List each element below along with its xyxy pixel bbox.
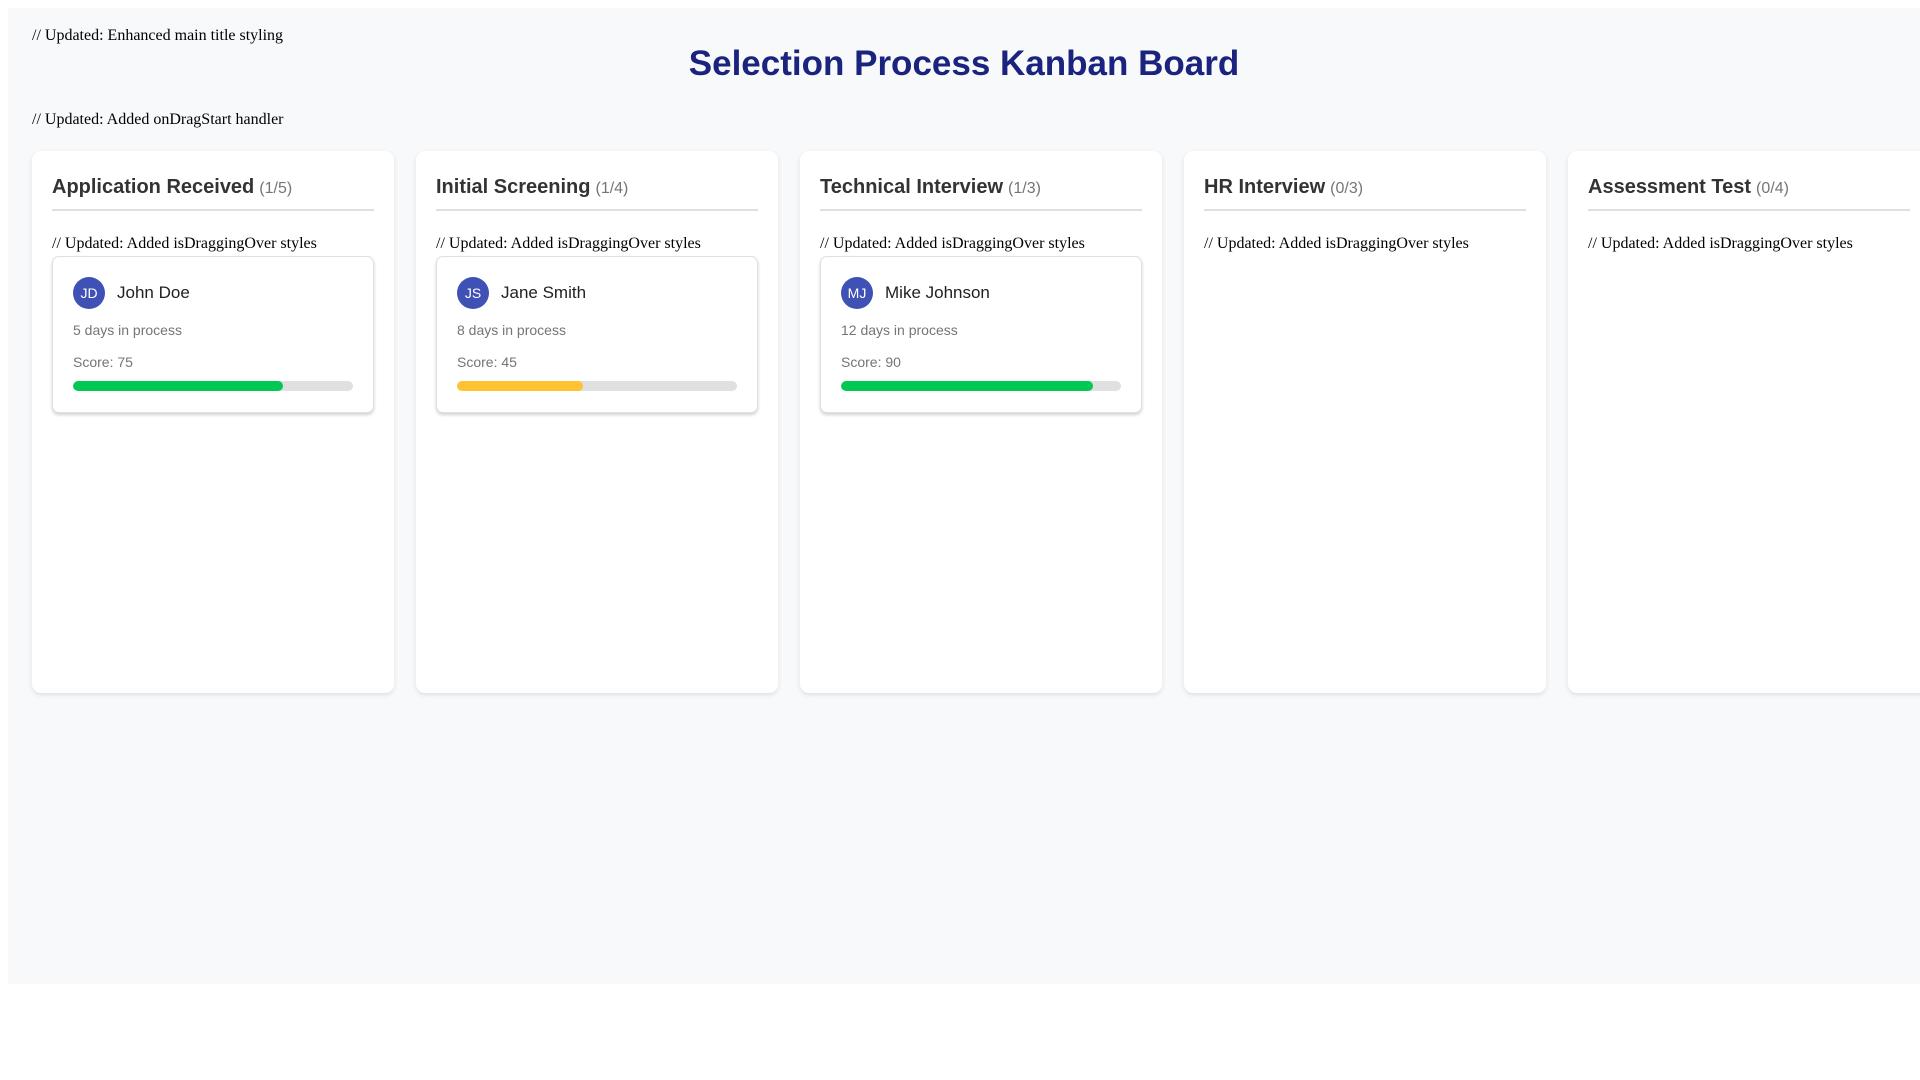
column-title: Technical Interview [820,176,1004,198]
column-title: HR Interview [1204,176,1326,198]
column-assessment-test[interactable]: Assessment Test (0/4) // Updated: Added i… [1568,151,1920,693]
candidate-card-mike-johnson[interactable]: MJ Mike Johnson 12 days in process Score… [820,256,1142,413]
candidate-name: Jane Smith [501,283,587,302]
column-hr-interview[interactable]: HR Interview (0/3) // Updated: Added isDr… [1184,151,1546,693]
page-title: Selection Process Kanban Board [688,44,1240,83]
dragging-over-comment: // Updated: Added isDraggingOver styles [1588,235,1853,252]
days-in-process: 5 days in process [73,322,182,338]
score-label: Score: 90 [841,354,901,370]
column-title: Initial Screening [436,176,591,198]
dragging-over-comment: // Updated: Added isDraggingOver styles [1204,235,1469,252]
column-application-received[interactable]: Application Received (1/5) // Updated: Ad… [32,151,394,693]
column-header: HR Interview (0/3) [1204,176,1526,211]
score-label: Score: 75 [73,354,133,370]
dragging-over-comment: // Updated: Added isDraggingOver styles [52,235,317,252]
score-progress-fill [73,381,283,391]
dragging-over-comment: // Updated: Added isDraggingOver styles [436,235,701,252]
kanban-board: Application Received (1/5) // Updated: Ad… [32,151,1920,695]
score-progress-bar [841,381,1121,391]
drag-start-comment: // Updated: Added onDragStart handler [32,111,284,128]
score-progress-bar [457,381,737,391]
title-comment: // Updated: Enhanced main title styling [32,27,284,44]
score-progress-fill [841,381,1093,391]
days-in-process: 12 days in process [841,322,958,338]
column-initial-screening[interactable]: Initial Screening (1/4) // Updated: Added… [416,151,778,693]
column-header: Application Received (1/5) [52,176,374,211]
column-count: (0/4) [1756,180,1789,197]
days-in-process: 8 days in process [457,322,566,338]
candidate-name: John Doe [117,283,190,302]
avatar: MJ [841,277,873,309]
avatar: JS [457,277,489,309]
score-progress-fill [457,381,583,391]
score-progress-bar [73,381,353,391]
column-title: Application Received [52,176,255,198]
column-count: (1/5) [259,180,293,197]
candidate-card-jane-smith[interactable]: JS Jane Smith 8 days in process Score: 4… [436,256,758,413]
column-count: (1/3) [1008,180,1041,197]
column-header: Assessment Test (0/4) [1588,176,1910,211]
column-count: (1/4) [595,180,629,197]
kanban-page: // Updated: Enhanced main title styling … [8,8,1920,984]
column-count: (0/3) [1330,180,1364,197]
column-technical-interview[interactable]: Technical Interview (1/3) // Updated: Add… [800,151,1162,693]
dragging-over-comment: // Updated: Added isDraggingOver styles [820,235,1085,252]
candidate-name: Mike Johnson [885,283,990,302]
column-title: Assessment Test [1588,176,1752,198]
avatar: JD [73,277,105,309]
score-label: Score: 45 [457,354,517,370]
column-header: Initial Screening (1/4) [436,176,758,211]
column-header: Technical Interview (1/3) [820,176,1142,211]
candidate-card-john-doe[interactable]: JD John Doe 5 days in process Score: 75 [52,256,374,413]
